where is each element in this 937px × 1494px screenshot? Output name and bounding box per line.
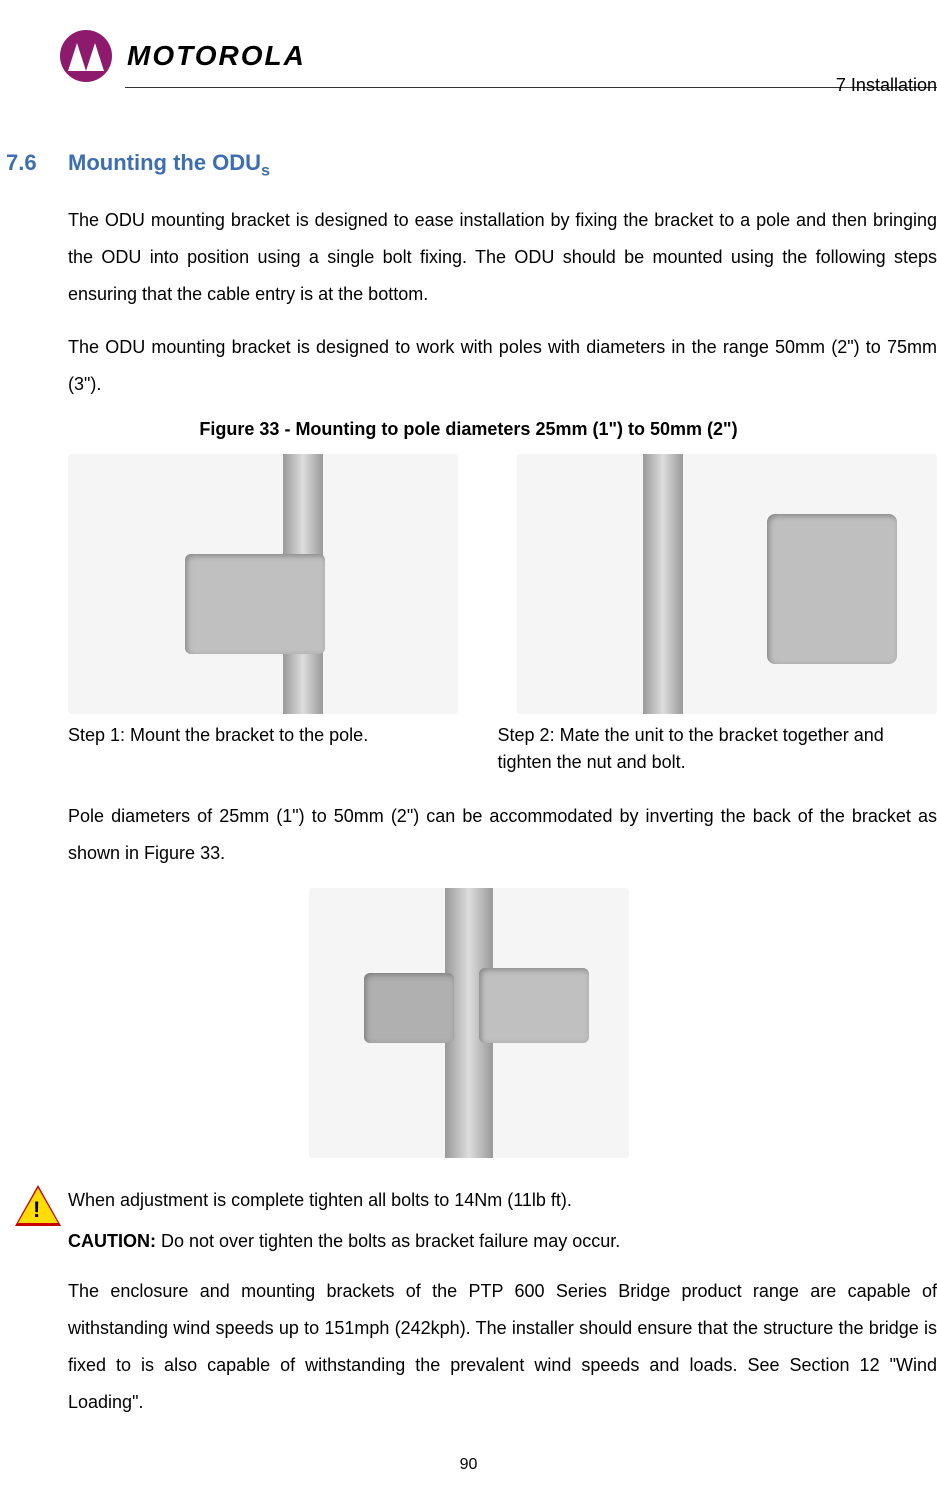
figure-1-image (68, 454, 458, 714)
paragraph-1: The ODU mounting bracket is designed to … (68, 202, 937, 313)
header-rule (125, 87, 937, 88)
paragraph-3: Pole diameters of 25mm (1") to 50mm (2")… (68, 798, 937, 872)
figure-row (68, 454, 937, 714)
caution-label: CAUTION: (68, 1231, 156, 1251)
brand-name: MOTOROLA (127, 40, 306, 72)
step-2-caption: Step 2: Mate the unit to the bracket tog… (498, 722, 937, 776)
logo-brand-wrap: MOTOROLA (60, 30, 937, 82)
page-header: MOTOROLA 7 Installation (0, 30, 937, 110)
paragraph-4: The enclosure and mounting brackets of t… (68, 1273, 937, 1421)
section-title: Mounting the ODUs (68, 150, 270, 180)
unit-illustration (767, 514, 897, 664)
figure-1-block (68, 454, 458, 714)
section-title-text: Mounting the ODU (68, 150, 261, 175)
bracket-illustration (185, 554, 325, 654)
adjustment-row: When adjustment is complete tighten all … (0, 1182, 937, 1260)
caution-body: Do not over tighten the bolts as bracket… (156, 1231, 620, 1251)
caution-triangle-icon (18, 1188, 58, 1223)
page-number: 90 (460, 1456, 478, 1474)
page-content: 7.6 Mounting the ODUs The ODU mounting b… (0, 110, 937, 1421)
caution-text-block: When adjustment is complete tighten all … (68, 1182, 937, 1260)
figure-2-image (517, 454, 937, 714)
figure-captions-row: Step 1: Mount the bracket to the pole. S… (68, 722, 937, 776)
step-1-caption: Step 1: Mount the bracket to the pole. (68, 722, 458, 776)
section-heading-row: 7.6 Mounting the ODUs (0, 150, 937, 180)
section-title-subscript: s (261, 162, 270, 179)
figure-2-block (517, 454, 937, 714)
adjustment-text: When adjustment is complete tighten all … (68, 1182, 937, 1219)
section-number: 7.6 (0, 150, 68, 176)
paragraph-2: The ODU mounting bracket is designed to … (68, 329, 937, 403)
figure-3-image (309, 888, 629, 1158)
center-figure-wrap (0, 888, 937, 1158)
caution-line: CAUTION: Do not over tighten the bolts a… (68, 1223, 937, 1260)
bracket-back-illustration (364, 973, 454, 1043)
logo-m-shape (66, 41, 106, 71)
motorola-logo-icon (60, 30, 112, 82)
caution-icon-cell (0, 1182, 68, 1223)
chapter-label: 7 Installation (836, 75, 937, 96)
figure-caption-title: Figure 33 - Mounting to pole diameters 2… (0, 419, 937, 440)
bracket-front-illustration (479, 968, 589, 1043)
pole-illustration (643, 454, 683, 714)
